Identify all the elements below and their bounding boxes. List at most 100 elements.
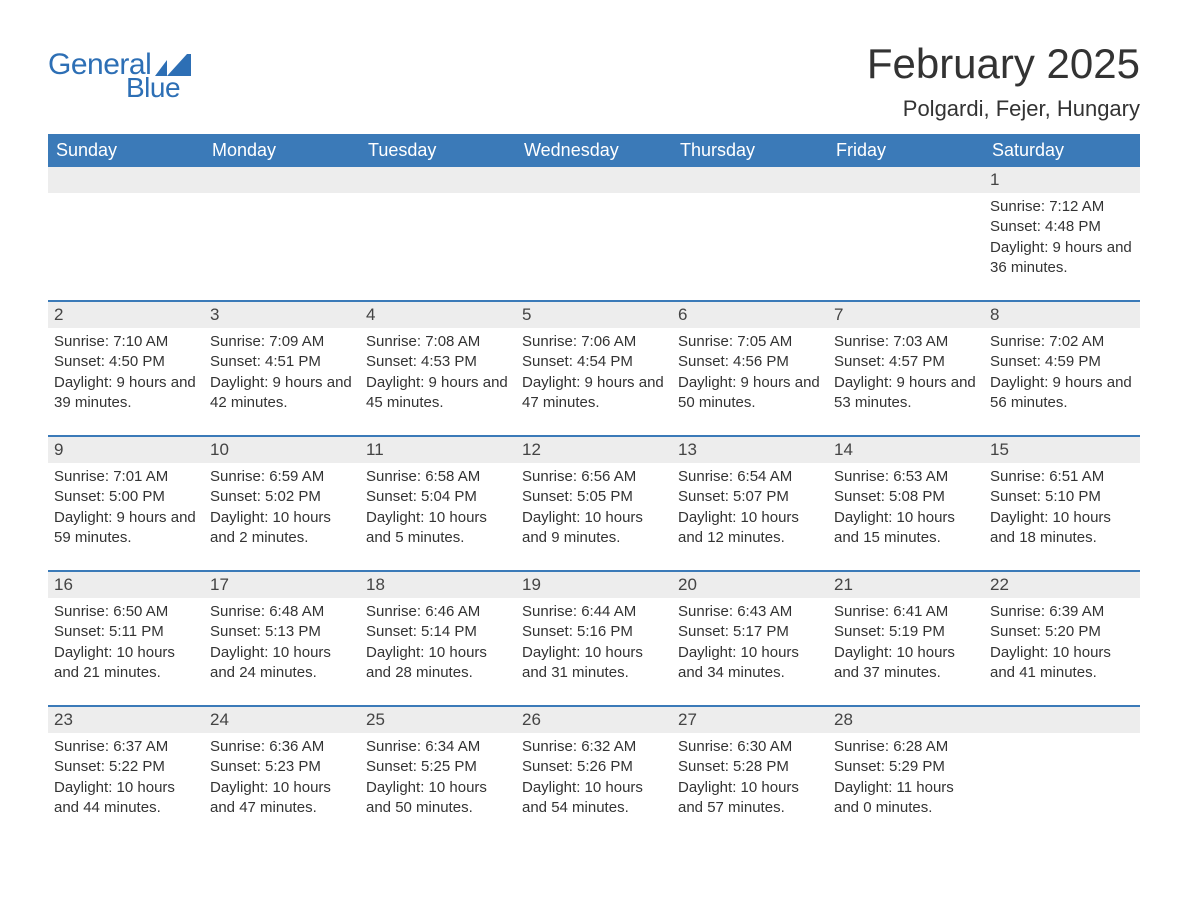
day-cell: 17Sunrise: 6:48 AMSunset: 5:13 PMDayligh… bbox=[204, 572, 360, 683]
day-cell: 26 Sunrise: 6:32 AMSunset: 5:26 PMDayligh… bbox=[516, 707, 672, 818]
day-number bbox=[522, 170, 527, 189]
day-number-strip bbox=[672, 167, 828, 193]
daylight-line: Daylight: 10 hours and 2 minutes. bbox=[210, 508, 354, 549]
day-number-strip bbox=[516, 167, 672, 193]
day-body: Sunrise: 6:50 AMSunset: 5:11 PMDaylight:… bbox=[48, 598, 204, 683]
sunrise-line: Sunrise: 6:36 AM bbox=[210, 737, 354, 757]
daylight-line: Daylight: 9 hours and 47 minutes. bbox=[522, 373, 666, 414]
day-cell: 14Sunrise: 6:53 AMSunset: 5:08 PMDayligh… bbox=[828, 437, 984, 548]
sunrise-line: Sunrise: 6:59 AM bbox=[210, 467, 354, 487]
day-number: 19 bbox=[522, 575, 541, 594]
sunrise-line: Sunrise: 6:48 AM bbox=[210, 602, 354, 622]
day-number-strip: 25 bbox=[360, 707, 516, 733]
day-cell: 8Sunrise: 7:02 AMSunset: 4:59 PMDaylight… bbox=[984, 302, 1140, 413]
week-row: 16 Sunrise: 6:50 AMSunset: 5:11 PMDayligh… bbox=[48, 570, 1140, 683]
day-cell: 24Sunrise: 6:36 AMSunset: 5:23 PMDayligh… bbox=[204, 707, 360, 818]
day-number-strip: 3 bbox=[204, 302, 360, 328]
day-body: Sunrise: 7:12 AMSunset: 4:48 PMDaylight:… bbox=[984, 193, 1140, 278]
day-cell: 13 Sunrise: 6:54 AMSunset: 5:07 PMDayligh… bbox=[672, 437, 828, 548]
day-cell bbox=[828, 167, 984, 278]
daylight-line: Daylight: 10 hours and 50 minutes. bbox=[366, 778, 510, 819]
day-number bbox=[834, 170, 839, 189]
logo-text-blue: Blue bbox=[126, 72, 180, 104]
day-cell bbox=[672, 167, 828, 278]
day-number: 21 bbox=[834, 575, 853, 594]
sunrise-line: Sunrise: 7:12 AM bbox=[990, 197, 1134, 217]
sunrise-line: Sunrise: 6:39 AM bbox=[990, 602, 1134, 622]
day-body: Sunrise: 6:53 AMSunset: 5:08 PMDaylight:… bbox=[828, 463, 984, 548]
day-number: 12 bbox=[522, 440, 541, 459]
sunrise-line: Sunrise: 7:05 AM bbox=[678, 332, 822, 352]
day-number: 9 bbox=[54, 440, 63, 459]
day-cell: 16 Sunrise: 6:50 AMSunset: 5:11 PMDayligh… bbox=[48, 572, 204, 683]
day-body: Sunrise: 7:10 AMSunset: 4:50 PMDaylight:… bbox=[48, 328, 204, 413]
day-number: 13 bbox=[678, 440, 697, 459]
sunset-line: Sunset: 5:26 PM bbox=[522, 757, 666, 777]
daylight-line: Daylight: 10 hours and 54 minutes. bbox=[522, 778, 666, 819]
day-cell: 28Sunrise: 6:28 AMSunset: 5:29 PMDayligh… bbox=[828, 707, 984, 818]
day-body: Sunrise: 6:32 AMSunset: 5:26 PMDaylight:… bbox=[516, 733, 672, 818]
day-number-strip: 13 bbox=[672, 437, 828, 463]
sunrise-line: Sunrise: 6:50 AM bbox=[54, 602, 198, 622]
weekday-header: Tuesday bbox=[360, 134, 516, 167]
day-body: Sunrise: 6:56 AMSunset: 5:05 PMDaylight:… bbox=[516, 463, 672, 548]
daylight-line: Daylight: 9 hours and 59 minutes. bbox=[54, 508, 198, 549]
sunset-line: Sunset: 5:08 PM bbox=[834, 487, 978, 507]
sunset-line: Sunset: 5:10 PM bbox=[990, 487, 1134, 507]
sunrise-line: Sunrise: 7:08 AM bbox=[366, 332, 510, 352]
day-cell: 27Sunrise: 6:30 AMSunset: 5:28 PMDayligh… bbox=[672, 707, 828, 818]
daylight-line: Daylight: 10 hours and 34 minutes. bbox=[678, 643, 822, 684]
sunset-line: Sunset: 5:22 PM bbox=[54, 757, 198, 777]
day-number: 11 bbox=[366, 440, 384, 459]
day-body: Sunrise: 6:41 AMSunset: 5:19 PMDaylight:… bbox=[828, 598, 984, 683]
day-number: 23 bbox=[54, 710, 73, 729]
day-cell bbox=[360, 167, 516, 278]
sunrise-line: Sunrise: 6:30 AM bbox=[678, 737, 822, 757]
day-cell: 3Sunrise: 7:09 AMSunset: 4:51 PMDaylight… bbox=[204, 302, 360, 413]
sunset-line: Sunset: 5:23 PM bbox=[210, 757, 354, 777]
day-cell: 4Sunrise: 7:08 AMSunset: 4:53 PMDaylight… bbox=[360, 302, 516, 413]
day-cell: 2Sunrise: 7:10 AMSunset: 4:50 PMDaylight… bbox=[48, 302, 204, 413]
location-label: Polgardi, Fejer, Hungary bbox=[867, 96, 1140, 122]
daylight-line: Daylight: 10 hours and 28 minutes. bbox=[366, 643, 510, 684]
daylight-line: Daylight: 10 hours and 47 minutes. bbox=[210, 778, 354, 819]
day-body: Sunrise: 6:54 AMSunset: 5:07 PMDaylight:… bbox=[672, 463, 828, 548]
daylight-line: Daylight: 10 hours and 18 minutes. bbox=[990, 508, 1134, 549]
day-number-strip bbox=[360, 167, 516, 193]
day-number-strip: 26 bbox=[516, 707, 672, 733]
day-number: 7 bbox=[834, 305, 843, 324]
weekday-header: Friday bbox=[828, 134, 984, 167]
sunrise-line: Sunrise: 6:44 AM bbox=[522, 602, 666, 622]
day-cell: 11 Sunrise: 6:58 AMSunset: 5:04 PMDayligh… bbox=[360, 437, 516, 548]
day-number: 26 bbox=[522, 710, 541, 729]
daylight-line: Daylight: 10 hours and 5 minutes. bbox=[366, 508, 510, 549]
day-number-strip: 18 bbox=[360, 572, 516, 598]
day-cell: 10Sunrise: 6:59 AMSunset: 5:02 PMDayligh… bbox=[204, 437, 360, 548]
sunrise-line: Sunrise: 6:28 AM bbox=[834, 737, 978, 757]
day-body: Sunrise: 6:39 AMSunset: 5:20 PMDaylight:… bbox=[984, 598, 1140, 683]
daylight-line: Daylight: 10 hours and 57 minutes. bbox=[678, 778, 822, 819]
sunset-line: Sunset: 4:56 PM bbox=[678, 352, 822, 372]
day-cell: 15Sunrise: 6:51 AMSunset: 5:10 PMDayligh… bbox=[984, 437, 1140, 548]
sunset-line: Sunset: 5:29 PM bbox=[834, 757, 978, 777]
sunrise-line: Sunrise: 7:10 AM bbox=[54, 332, 198, 352]
day-number: 10 bbox=[210, 440, 229, 459]
day-number: 16 bbox=[54, 575, 73, 594]
day-body: Sunrise: 6:58 AMSunset: 5:04 PMDaylight:… bbox=[360, 463, 516, 548]
sunset-line: Sunset: 4:51 PM bbox=[210, 352, 354, 372]
sunset-line: Sunset: 5:13 PM bbox=[210, 622, 354, 642]
sunset-line: Sunset: 5:20 PM bbox=[990, 622, 1134, 642]
weekday-header: Saturday bbox=[984, 134, 1140, 167]
day-number: 22 bbox=[990, 575, 1009, 594]
day-number: 18 bbox=[366, 575, 385, 594]
daylight-line: Daylight: 10 hours and 15 minutes. bbox=[834, 508, 978, 549]
day-number-strip: 12 bbox=[516, 437, 672, 463]
day-number-strip: 10 bbox=[204, 437, 360, 463]
day-number-strip: 28 bbox=[828, 707, 984, 733]
day-number bbox=[678, 170, 683, 189]
sunrise-line: Sunrise: 6:34 AM bbox=[366, 737, 510, 757]
day-number-strip: 22 bbox=[984, 572, 1140, 598]
week-row: 1Sunrise: 7:12 AMSunset: 4:48 PMDaylight… bbox=[48, 167, 1140, 278]
day-cell: 20Sunrise: 6:43 AMSunset: 5:17 PMDayligh… bbox=[672, 572, 828, 683]
day-number-strip bbox=[984, 707, 1140, 733]
